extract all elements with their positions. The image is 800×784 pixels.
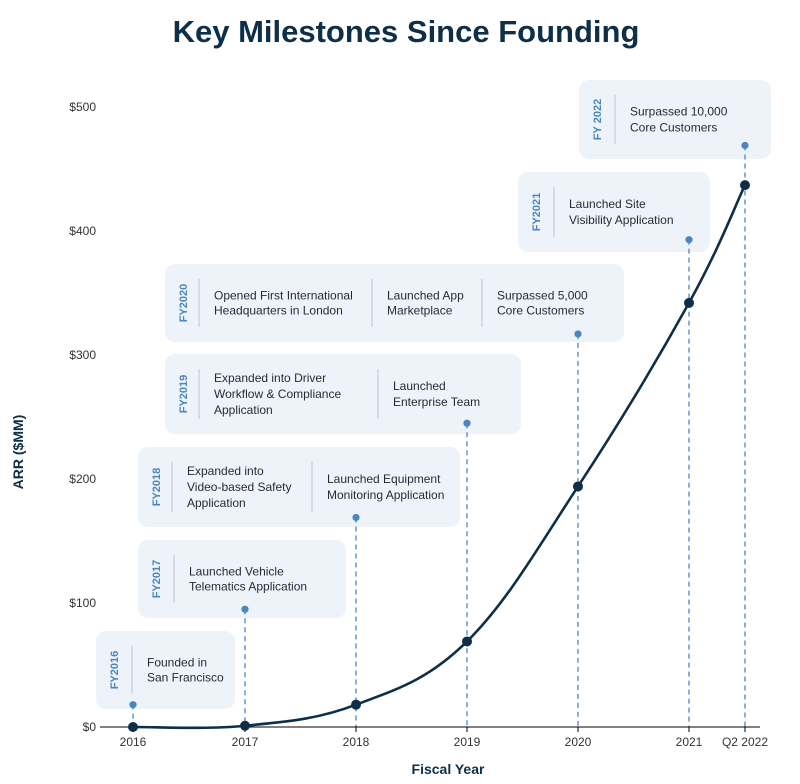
milestone-year-label: FY2017	[151, 560, 163, 599]
arr-data-point	[740, 180, 750, 191]
milestone-marker	[685, 236, 693, 244]
x-tick-label: Q2 2022	[722, 735, 768, 749]
milestone-year-label: FY2021	[531, 193, 543, 232]
arr-data-point	[684, 297, 694, 308]
arr-data-point	[573, 481, 583, 492]
milestone-year-label: FY2020	[178, 284, 190, 323]
y-tick-label: $300	[69, 348, 96, 362]
milestone-text: Surpassed 10,000 Core Customers	[630, 105, 728, 135]
milestone-text: Expanded into Video-based Safety Applicati…	[187, 464, 292, 510]
milestone-text: Launched Enterprise Team	[393, 379, 480, 409]
x-tick-label: 2019	[454, 735, 481, 749]
milestone-fy2019: FY2019 Expanded into Driver Workflow & Com…	[165, 354, 521, 434]
x-tick-label: 2020	[565, 735, 592, 749]
milestone-marker	[129, 701, 137, 709]
milestone-text: Launched Equipment Monitoring Application	[327, 472, 444, 502]
x-tick-label: 2018	[343, 735, 370, 749]
x-tick-label: 2021	[676, 735, 703, 749]
milestone-text: Expanded into Driver Workflow & Complianc…	[214, 371, 341, 417]
milestone-box	[96, 631, 235, 709]
milestone-box	[138, 447, 460, 527]
milestone-fy2017: FY2017 Launched Vehicle Telematics Applica…	[138, 540, 346, 618]
x-tick-label: 2017	[232, 735, 259, 749]
milestone-box	[518, 172, 710, 252]
milestone-guides	[129, 141, 749, 727]
y-axis: $0 $100 $200 $300 $400 $500	[69, 100, 96, 734]
y-tick-label: $200	[69, 472, 96, 486]
milestone-fy2021: FY2021 Launched Site Visibility Applicatio…	[518, 172, 710, 252]
y-tick-label: $500	[69, 100, 96, 114]
milestone-year-label: FY2018	[151, 468, 163, 507]
milestone-text: Founded in San Francisco	[147, 656, 224, 685]
milestone-boxes: FY2016 Founded in San Francisco FY2017 Launc…	[96, 80, 771, 709]
y-tick-label: $400	[69, 224, 96, 238]
x-axis-title: Fiscal Year	[412, 761, 485, 777]
milestone-fy2020: FY2020 Opened First International Headquar…	[165, 264, 624, 342]
chart-title: Key Milestones Since Founding	[173, 14, 640, 49]
milestone-year-label: FY2019	[178, 375, 190, 414]
milestone-year-label: FY2016	[109, 651, 121, 690]
arr-data-point	[128, 722, 138, 732]
milestone-text: Opened First International Headquarters i…	[214, 289, 353, 318]
arr-data-point	[351, 699, 361, 710]
milestone-box	[579, 80, 771, 159]
milestone-marker	[463, 419, 471, 427]
x-tick-label: 2016	[120, 735, 147, 749]
milestone-fy2018: FY2018 Expanded into Video-based Safety App…	[138, 447, 460, 527]
x-axis: 2016 2017 2018 2019 2020 2021 Q2 2022	[100, 726, 768, 749]
milestone-box	[165, 264, 624, 342]
milestone-text: Surpassed 5,000 Core Customers	[497, 289, 588, 318]
arr-data-point	[240, 720, 250, 731]
milestone-box	[165, 354, 521, 434]
milestone-text: Launched Site Visibility Application	[569, 197, 674, 227]
milestone-marker	[574, 330, 582, 338]
milestone-marker	[241, 605, 249, 613]
milestone-box	[138, 540, 346, 618]
milestone-text: Launched Vehicle Telematics Application	[189, 565, 307, 594]
y-tick-label: $100	[69, 596, 96, 610]
milestone-text: Launched App Marketplace	[387, 289, 464, 318]
y-tick-label: $0	[83, 720, 97, 734]
milestone-fy2016: FY2016 Founded in San Francisco	[96, 631, 235, 709]
milestone-marker	[352, 513, 360, 522]
milestone-marker	[741, 141, 749, 150]
arr-data-point	[462, 636, 472, 647]
arr-series	[128, 180, 750, 732]
milestone-fy2022: FY 2022 Surpassed 10,000 Core Customers	[579, 80, 771, 159]
y-axis-title: ARR ($MM)	[10, 415, 26, 490]
milestone-year-label: FY 2022	[592, 99, 604, 140]
